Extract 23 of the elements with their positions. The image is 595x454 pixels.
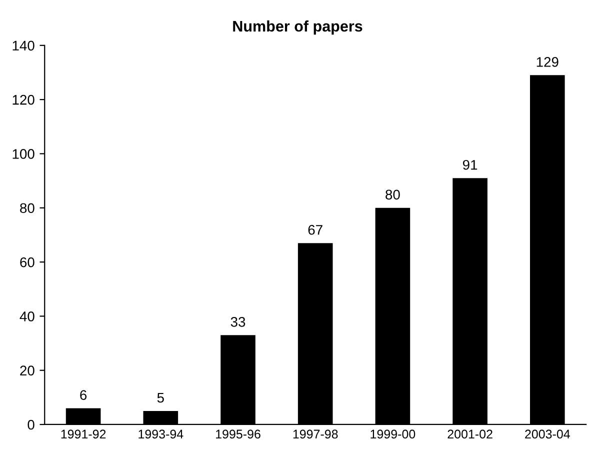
y-tick-label: 100 bbox=[12, 149, 34, 159]
x-tick-label: 1999-00 bbox=[370, 430, 416, 439]
data-label: 67 bbox=[308, 224, 322, 235]
data-label: 91 bbox=[462, 160, 478, 170]
data-label: 80 bbox=[386, 190, 400, 200]
x-tick-label: 2003-04 bbox=[525, 430, 570, 439]
chart-title: Number of papers bbox=[233, 20, 362, 35]
data-label: 129 bbox=[536, 57, 558, 67]
y-tick-label: 140 bbox=[12, 40, 34, 51]
data-label: 6 bbox=[80, 390, 87, 400]
y-tick-label: 40 bbox=[20, 312, 34, 322]
y-tick-label: 120 bbox=[12, 94, 34, 105]
x-tick-label: 1993-94 bbox=[138, 430, 184, 439]
y-tick-label: 60 bbox=[20, 257, 34, 268]
data-label: 33 bbox=[230, 316, 246, 327]
y-tick-label: 80 bbox=[20, 203, 34, 214]
x-tick-label: 2001-02 bbox=[448, 430, 492, 439]
data-label: 5 bbox=[157, 392, 164, 403]
y-tick-label: 20 bbox=[20, 366, 34, 376]
x-tick-label: 1995-96 bbox=[216, 430, 260, 439]
y-tick-label: 0 bbox=[28, 420, 34, 430]
x-tick-label: 1991-92 bbox=[61, 430, 106, 439]
x-tick-label: 1997-98 bbox=[293, 430, 338, 439]
